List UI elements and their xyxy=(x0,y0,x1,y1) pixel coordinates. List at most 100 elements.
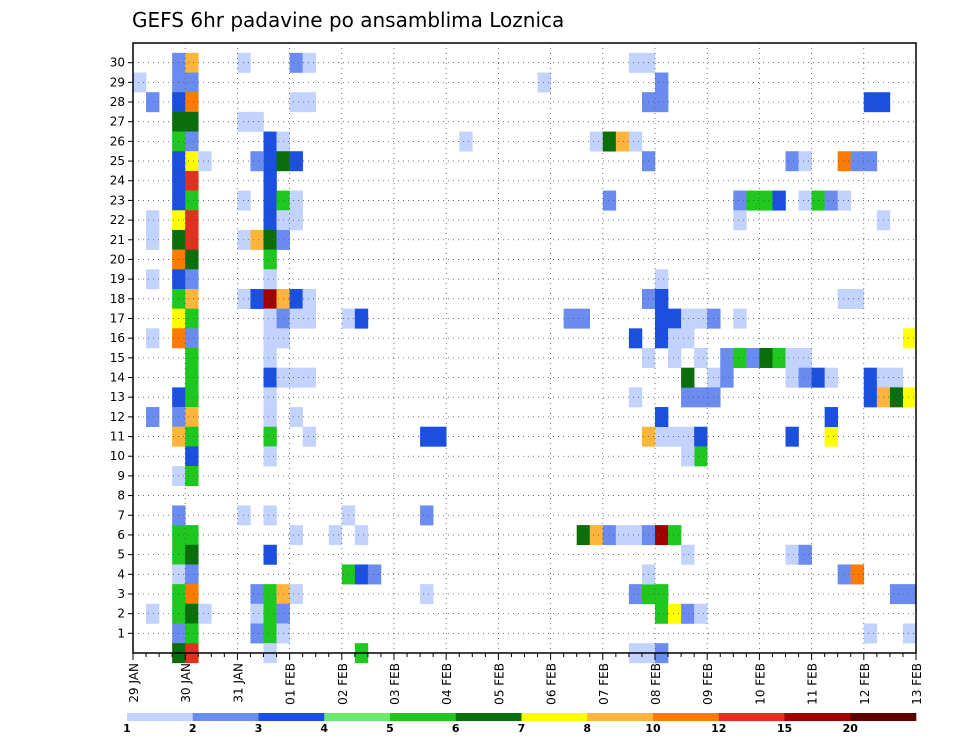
y-tick-label: 1 xyxy=(117,626,125,640)
y-tick-label: 15 xyxy=(110,351,125,365)
x-tick-label: 05 FEB xyxy=(492,663,506,705)
heatmap-cell xyxy=(289,525,303,546)
heatmap-cell xyxy=(837,564,852,585)
x-tick-label: 31 JAN xyxy=(231,663,245,703)
heatmap-cell xyxy=(628,328,643,349)
heatmap-cell xyxy=(694,426,708,447)
heatmap-cell xyxy=(263,623,277,644)
heatmap-cell xyxy=(837,190,852,211)
heatmap-cell xyxy=(694,446,708,467)
legend-label: 5 xyxy=(386,722,394,735)
heatmap-cell xyxy=(185,288,199,309)
heatmap-cell xyxy=(263,288,277,309)
heatmap-cell xyxy=(798,367,812,388)
legend-label: 2 xyxy=(189,722,197,735)
heatmap-cell xyxy=(185,151,199,172)
x-tick-label: 29 JAN xyxy=(127,663,141,703)
heatmap-cell xyxy=(589,131,604,152)
heatmap-cell xyxy=(772,348,786,368)
heatmap-cell xyxy=(668,525,682,546)
heatmap-cell xyxy=(655,584,669,605)
heatmap-cell xyxy=(185,72,199,93)
x-tick-label: 09 FEB xyxy=(701,663,715,705)
heatmap-cell xyxy=(237,111,251,132)
heatmap-cell xyxy=(185,249,199,270)
heatmap-cell xyxy=(302,308,316,329)
heatmap-cell xyxy=(433,426,447,447)
heatmap-cell xyxy=(668,603,682,624)
heatmap-cell xyxy=(420,426,434,447)
heatmap-cell xyxy=(889,367,904,388)
legend-swatch xyxy=(390,713,457,721)
heatmap-cell xyxy=(250,584,264,605)
y-tick-label: 18 xyxy=(110,292,125,306)
heatmap-cell xyxy=(628,387,643,408)
heatmap-cell xyxy=(289,92,303,113)
heatmap-cell xyxy=(263,190,277,211)
heatmap-cell xyxy=(681,328,695,349)
heatmap-cell xyxy=(237,505,251,526)
heatmap-cell xyxy=(863,151,878,172)
heatmap-cell xyxy=(185,308,199,329)
heatmap-cell xyxy=(602,190,617,211)
heatmap-cell xyxy=(185,229,199,250)
heatmap-cell xyxy=(185,92,199,113)
legend-swatch xyxy=(258,713,325,721)
y-tick-label: 2 xyxy=(117,607,125,621)
heatmap-cell xyxy=(837,151,852,172)
heatmap-cell xyxy=(655,72,669,93)
heatmap-cell xyxy=(668,426,682,447)
y-tick-label: 3 xyxy=(117,587,125,601)
heatmap-cell xyxy=(263,367,277,388)
heatmap-cell xyxy=(289,584,303,605)
legend-label: 20 xyxy=(843,722,859,735)
heatmap-cell xyxy=(289,190,303,211)
heatmap-cell xyxy=(237,229,251,250)
y-tick-label: 14 xyxy=(110,371,125,385)
legend-swatch xyxy=(718,713,785,721)
x-axis: 29 JAN 30 JAN 31 JAN 01 FEB 02 FEB 03 FEB 04 F… xyxy=(127,653,924,705)
y-tick-label: 10 xyxy=(110,449,125,463)
heatmap-cell xyxy=(628,52,643,73)
grid-lines xyxy=(132,43,917,653)
heatmap-cell xyxy=(733,210,747,231)
heatmap-cell xyxy=(655,269,669,290)
heatmap-cell xyxy=(185,210,199,231)
heatmap-cell xyxy=(798,151,812,172)
heatmap-cell xyxy=(694,387,708,408)
heatmap-cell xyxy=(185,407,199,428)
x-tick-label: 06 FEB xyxy=(545,663,559,705)
heatmap-cell xyxy=(302,52,316,73)
heatmap-cell xyxy=(250,623,264,644)
heatmap-cell xyxy=(655,288,669,309)
heatmap-cell xyxy=(302,288,316,309)
heatmap-cell xyxy=(289,367,303,388)
x-tick-label: 13 FEB xyxy=(910,663,924,705)
heatmap-cell xyxy=(837,288,852,309)
y-tick-label: 9 xyxy=(117,469,125,483)
x-tick-label: 01 FEB xyxy=(284,663,298,705)
heatmap-cell xyxy=(733,348,747,368)
heatmap-cell xyxy=(289,407,303,428)
heatmap-cell xyxy=(289,210,303,231)
y-tick-label: 16 xyxy=(110,331,125,345)
y-tick-label: 12 xyxy=(110,410,125,424)
heatmap-cell xyxy=(185,170,199,191)
heatmap-cell xyxy=(459,131,473,152)
heatmap-cell xyxy=(655,328,669,349)
y-tick-label: 26 xyxy=(110,134,125,148)
heatmap-cell xyxy=(785,544,799,565)
heatmap-cell xyxy=(902,328,917,349)
x-tick-label: 12 FEB xyxy=(858,663,872,705)
y-tick-label: 17 xyxy=(110,311,125,325)
heatmap-cell xyxy=(863,367,878,388)
heatmap-cell xyxy=(198,603,212,624)
heatmap-cell xyxy=(263,407,277,428)
x-tick-label: 08 FEB xyxy=(649,663,663,705)
heatmap-cell xyxy=(263,170,277,191)
legend-label: 6 xyxy=(452,722,460,735)
heatmap-cell xyxy=(302,92,316,113)
heatmap-cell xyxy=(628,584,643,605)
heatmap-cell xyxy=(668,308,682,329)
